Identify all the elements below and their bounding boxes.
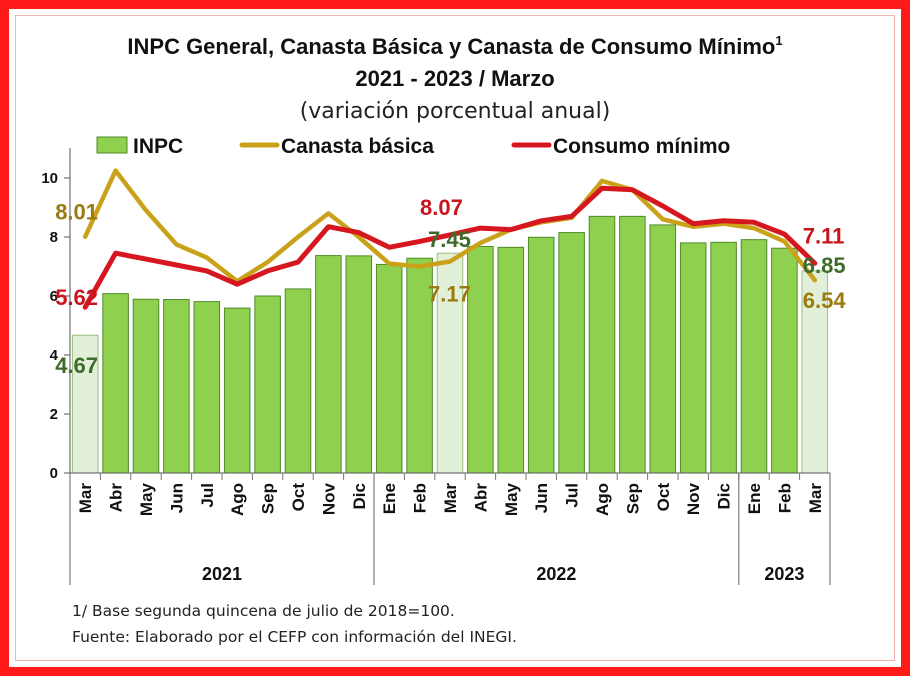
y-tick-label: 2	[50, 406, 58, 423]
inpc-bar	[163, 299, 190, 474]
data-label: 8.01	[55, 200, 98, 225]
x-tick-label: Dic	[350, 483, 369, 509]
legend-label-consumo-minimo: Consumo mínimo	[553, 135, 730, 158]
x-tick-label: May	[502, 482, 521, 516]
x-tick-label: Mar	[806, 483, 825, 514]
y-tick-label: 0	[50, 465, 58, 482]
chart-title: INPC General, Canasta Básica y Canasta d…	[127, 33, 782, 59]
series-lines	[82, 168, 818, 310]
inpc-bar	[588, 215, 616, 474]
x-tick-label: Abr	[107, 483, 126, 513]
canasta-basica-line	[82, 168, 818, 284]
inpc-bars	[71, 215, 829, 474]
inpc-bar	[406, 257, 433, 474]
x-tick-label: Ago	[228, 483, 247, 516]
source-note: Fuente: Elaborado por el CEFP con inform…	[72, 628, 517, 646]
inpc-bar	[801, 270, 829, 474]
x-tick-label: Nov	[684, 482, 703, 515]
inpc-bar	[771, 247, 798, 474]
footnote: 1/ Base segunda quincena de julio de 201…	[72, 602, 455, 620]
y-axis: 0 2 4 6 8 10	[41, 148, 71, 482]
x-tick-label: Ene	[745, 483, 764, 514]
x-tick-label: Jun	[167, 483, 186, 513]
x-tick-label: Feb	[775, 483, 794, 513]
chart-notes: 1/ Base segunda quincena de julio de 201…	[72, 602, 517, 646]
inpc-bar	[527, 236, 555, 474]
x-tick-label: Mar	[441, 483, 460, 514]
x-tick-label: Ene	[380, 483, 399, 514]
inpc-bar	[223, 307, 251, 474]
x-tick-label: Abr	[471, 483, 490, 513]
data-label: 7.17	[428, 281, 471, 306]
data-label: 4.67	[55, 353, 98, 378]
legend-label-canasta-basica: Canasta básica	[281, 135, 434, 158]
x-tick-label: Feb	[411, 483, 430, 513]
inpc-bar	[467, 245, 494, 474]
x-tick-label: Jul	[563, 483, 582, 508]
year-label-2022: 2022	[536, 564, 576, 584]
x-tick-label: Oct	[654, 483, 673, 512]
x-tick-label: Dic	[715, 483, 734, 509]
legend-swatch-inpc	[96, 136, 128, 154]
inpc-bar	[375, 263, 403, 474]
chart-frame-inner	[15, 15, 895, 661]
inpc-bar	[558, 232, 585, 474]
inpc-bar	[254, 295, 281, 474]
data-label: 8.07	[420, 195, 463, 220]
year-label-2023: 2023	[764, 564, 804, 584]
chart-titles: INPC General, Canasta Básica y Canasta d…	[127, 33, 782, 124]
y-tick-label: 8	[50, 229, 58, 246]
data-label: 7.45	[428, 227, 471, 252]
data-label: 6.54	[803, 288, 847, 313]
legend-label-inpc: INPC	[133, 135, 183, 158]
data-label: 6.85	[803, 253, 846, 278]
inpc-bar	[132, 298, 160, 474]
inpc-bar	[436, 252, 464, 474]
x-tick-label: Oct	[289, 483, 308, 512]
inpc-bar	[102, 293, 129, 474]
data-labels: 8.01 5.62 4.67 8.07 7.45 7.17 7.11 6.85 6.54	[55, 195, 846, 378]
x-tick-label: May	[137, 482, 156, 516]
inpc-bar	[679, 242, 707, 474]
x-tick-label: Sep	[623, 483, 642, 514]
inpc-bar	[649, 224, 677, 474]
inpc-bar	[619, 215, 646, 474]
y-tick-label: 10	[41, 170, 58, 187]
inpc-bar	[284, 288, 312, 474]
x-tick-label: Mar	[76, 483, 95, 514]
chart-title-superscript: 1	[775, 33, 782, 48]
inpc-bar	[710, 241, 737, 474]
chart-subtitle-period: 2021 - 2023 / Marzo	[355, 66, 554, 91]
chart-legend: INPC Canasta básica Consumo mínimo	[96, 135, 730, 158]
inpc-bar	[315, 255, 342, 474]
inpc-bar	[71, 334, 99, 474]
inpc-bar	[497, 246, 525, 474]
y-tick-label: 4	[50, 347, 59, 364]
x-tick-label: Jul	[198, 483, 217, 508]
chart-title-text: INPC General, Canasta Básica y Canasta d…	[127, 34, 775, 59]
inpc-bar	[740, 239, 768, 474]
data-label: 7.11	[803, 223, 845, 248]
x-axis: Mar Abr May Jun Jul Ago Sep Oct Nov Dic Ene Feb Mar A…	[69, 472, 831, 585]
x-tick-label: Jun	[532, 483, 551, 513]
x-tick-label: Ago	[593, 483, 612, 516]
chart-subtitle-units: (variación porcentual anual)	[300, 99, 611, 124]
x-tick-label: Nov	[319, 482, 338, 515]
consumo-minimo-line	[82, 185, 818, 310]
x-tick-label: Sep	[259, 483, 278, 514]
data-label: 5.62	[55, 285, 98, 310]
inpc-bar	[345, 255, 373, 474]
year-label-2021: 2021	[202, 564, 242, 584]
inpc-bar	[193, 301, 221, 474]
y-tick-label: 6	[50, 288, 58, 305]
